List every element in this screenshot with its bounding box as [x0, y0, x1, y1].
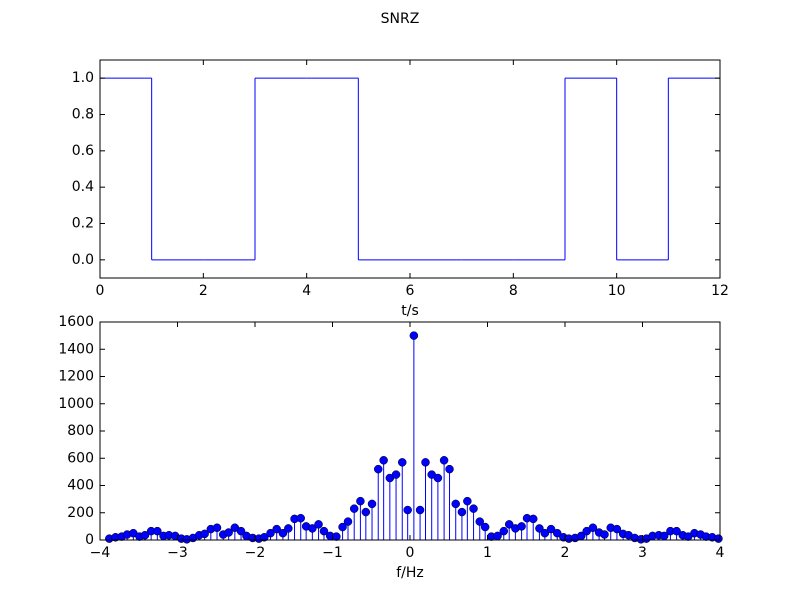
x-tick-label: 2	[561, 545, 570, 561]
x-tick-label: 1	[483, 545, 492, 561]
stem-marker	[212, 523, 222, 532]
stem-marker	[439, 456, 449, 465]
x-tick-label: 2	[199, 283, 208, 299]
y-tick-label: 800	[67, 423, 94, 439]
stem-marker	[272, 524, 281, 534]
stem-marker	[714, 534, 723, 543]
stem-marker	[480, 522, 490, 532]
stem-marker	[553, 528, 562, 538]
stem-marker	[367, 499, 377, 509]
stem-marker	[535, 524, 544, 533]
stem-marker	[475, 517, 484, 526]
stem-marker	[540, 528, 550, 538]
stem-marker	[278, 528, 288, 538]
stem-marker	[266, 528, 275, 538]
stem-marker	[332, 532, 341, 541]
stem-marker	[421, 458, 430, 467]
x-tick-label: −1	[322, 545, 343, 561]
stem-marker	[373, 464, 383, 474]
x-tick-label: 3	[638, 545, 647, 561]
y-tick-label: 0.6	[72, 143, 94, 159]
y-tick-label: 200	[67, 505, 94, 521]
stem-marker	[314, 520, 323, 529]
y-tick-label: 1.0	[72, 70, 94, 86]
stem-marker	[260, 533, 269, 542]
stem-marker	[517, 522, 526, 531]
x-tick-label: 0	[406, 545, 415, 561]
stem-marker	[200, 529, 209, 539]
stem-marker	[391, 470, 401, 479]
stem-marker	[356, 496, 365, 506]
stem-marker	[349, 504, 359, 513]
stem-marker	[469, 504, 478, 513]
y-tick-label: 0.4	[72, 179, 94, 195]
stem-marker	[457, 507, 467, 517]
x-tick-label: 12	[711, 283, 729, 299]
x-tick-label: 0	[96, 283, 105, 299]
stem-marker	[379, 456, 388, 465]
stem-marker	[672, 526, 681, 536]
stem-marker	[338, 522, 347, 532]
stem-marker	[445, 464, 454, 474]
stem-marker	[504, 520, 514, 529]
stem-marker	[588, 523, 598, 532]
y-tick-label: 0.0	[72, 252, 94, 268]
x-tick-label: −4	[90, 545, 111, 561]
stem-marker	[612, 524, 622, 534]
stem-marker	[600, 530, 609, 539]
stem-marker	[319, 526, 329, 536]
y-tick-label: 1600	[58, 314, 94, 330]
figure-title: SNRZ	[381, 11, 420, 27]
stem-marker	[140, 530, 150, 540]
stem-marker	[546, 524, 556, 534]
y-tick-label: 0.2	[72, 216, 94, 232]
x-tick-label: 4	[302, 283, 311, 299]
stem-marker	[398, 458, 407, 467]
stem-marker	[433, 473, 443, 483]
stem-marker	[361, 507, 371, 517]
y-tick-label: 1200	[58, 369, 94, 385]
stem-marker	[224, 528, 233, 537]
x-tick-label: 4	[716, 545, 725, 561]
x-tick-label: 10	[608, 283, 626, 299]
y-tick-label: 1400	[58, 341, 94, 357]
stem-marker	[296, 513, 305, 523]
stem-marker	[403, 505, 412, 515]
stem-marker	[415, 505, 425, 515]
stem-marker	[451, 499, 460, 509]
stem-marker	[284, 524, 293, 533]
stem-marker	[343, 517, 353, 526]
y-tick-label: 1000	[58, 396, 94, 412]
x-tick-label: −3	[167, 545, 188, 561]
x-tick-label: 6	[406, 283, 415, 299]
y-tick-label: 0	[85, 532, 94, 548]
stem-marker	[463, 496, 472, 506]
stem-marker	[409, 331, 419, 340]
stem-marker	[153, 526, 162, 536]
y-tick-label: 600	[67, 450, 94, 466]
stem-marker	[308, 524, 317, 533]
x-axis-label: f/Hz	[396, 565, 424, 581]
y-tick-label: 400	[67, 478, 94, 494]
y-tick-label: 0.8	[72, 107, 94, 123]
x-axis-label: t/s	[401, 303, 419, 319]
stem-marker	[528, 514, 538, 524]
x-tick-label: −2	[245, 545, 266, 561]
stem-marker	[236, 526, 246, 536]
x-tick-label: 8	[509, 283, 518, 299]
stem-marker	[499, 526, 509, 536]
